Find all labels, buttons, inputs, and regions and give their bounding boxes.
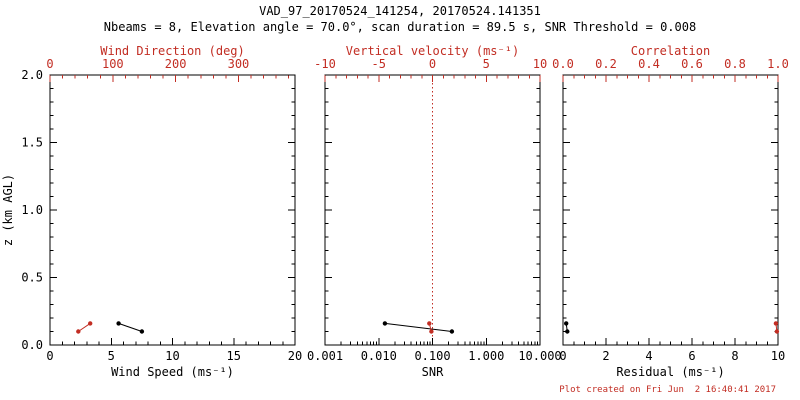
svg-text:0.0: 0.0 — [552, 57, 574, 71]
svg-text:0: 0 — [559, 349, 566, 363]
bottom-axis-snr: 0.001 0.010 0.100 1.000 10.000 SNR — [307, 338, 562, 379]
panel-snr: 0.001 0.010 0.100 1.000 10.000 SNR -10 -5 0 5 10 Ve… — [307, 44, 562, 379]
data-point — [774, 329, 780, 334]
svg-text:0.6: 0.6 — [681, 57, 703, 71]
svg-text:1.5: 1.5 — [21, 136, 43, 150]
plot-subtitle: Nbeams = 8, Elevation angle = 70.0°, sca… — [103, 20, 697, 34]
data-point — [139, 329, 145, 334]
svg-text:Residual (ms⁻¹): Residual (ms⁻¹) — [616, 365, 724, 379]
panel-residual: 0 2 4 6 8 10 Residual (ms⁻¹) 0.0 0.2 0.4 0.6 0.8 1.0… — [552, 44, 789, 379]
series-vertical-velocity — [427, 321, 434, 334]
series-wind-direction — [76, 321, 93, 334]
series-correlation — [773, 321, 780, 334]
svg-text:10.000: 10.000 — [518, 349, 561, 363]
y-axis-residual — [563, 74, 778, 346]
data-point — [429, 329, 434, 334]
svg-text:10: 10 — [165, 349, 179, 363]
svg-text:5: 5 — [108, 349, 115, 363]
svg-text:10: 10 — [771, 349, 785, 363]
svg-text:8: 8 — [731, 349, 738, 363]
svg-text:1.0: 1.0 — [767, 57, 789, 71]
svg-text:200: 200 — [165, 57, 187, 71]
top-axis-snr: -10 -5 0 5 10 Vertical velocity (ms⁻¹) — [314, 44, 547, 82]
svg-text:15: 15 — [227, 349, 241, 363]
svg-text:5: 5 — [483, 57, 490, 71]
svg-text:6: 6 — [688, 349, 695, 363]
svg-text:0.0: 0.0 — [21, 338, 43, 352]
svg-text:2.0: 2.0 — [21, 68, 43, 82]
svg-text:Correlation: Correlation — [631, 44, 710, 58]
panel-frame — [562, 74, 779, 346]
svg-text:4: 4 — [645, 349, 652, 363]
svg-text:20: 20 — [288, 349, 302, 363]
svg-text:1.0: 1.0 — [21, 203, 43, 217]
svg-text:100: 100 — [102, 57, 124, 71]
data-point — [88, 321, 93, 326]
svg-text:-5: -5 — [372, 57, 386, 71]
data-point — [449, 329, 455, 334]
svg-text:0.4: 0.4 — [638, 57, 660, 71]
plot-title: VAD_97_20170524_141254, 20170524.141351 — [259, 4, 541, 18]
panel-wind: 0 5 10 15 20 Wind Speed (ms⁻¹) 0 100 200 300Wind … — [21, 44, 302, 379]
svg-text:0.100: 0.100 — [414, 349, 450, 363]
y-axis-title: z (km AGL) — [1, 174, 15, 246]
svg-text:2: 2 — [602, 349, 609, 363]
svg-text:0.010: 0.010 — [361, 349, 397, 363]
data-point — [773, 321, 779, 326]
data-point — [382, 321, 388, 326]
svg-text:0: 0 — [46, 349, 53, 363]
y-axis-wind: 0.0 0.5 1.0 1.5 2.0 — [21, 68, 295, 352]
svg-text:0.5: 0.5 — [21, 271, 43, 285]
svg-text:0.8: 0.8 — [724, 57, 746, 71]
svg-text:Vertical velocity (ms⁻¹): Vertical velocity (ms⁻¹) — [346, 44, 519, 58]
data-point — [116, 321, 121, 326]
svg-text:Wind Speed (ms⁻¹): Wind Speed (ms⁻¹) — [111, 365, 234, 379]
svg-text:300: 300 — [228, 57, 250, 71]
svg-text:SNR: SNR — [422, 365, 444, 379]
panel-frame — [49, 74, 296, 346]
bottom-axis-wind: 0 5 10 15 20 Wind Speed (ms⁻¹) — [46, 338, 302, 379]
svg-text:0: 0 — [429, 57, 436, 71]
svg-text:-10: -10 — [314, 57, 336, 71]
svg-text:0.2: 0.2 — [595, 57, 617, 71]
svg-text:Wind Direction (deg): Wind Direction (deg) — [100, 44, 245, 58]
top-axis-residual: 0.0 0.2 0.4 0.6 0.8 1.0 Correlation — [552, 44, 789, 82]
y-axis-snr — [325, 74, 540, 346]
svg-text:0.001: 0.001 — [307, 349, 343, 363]
series-residual — [564, 321, 570, 334]
data-point — [565, 329, 570, 334]
bottom-axis-residual: 0 2 4 6 8 10 Residual (ms⁻¹) — [559, 338, 785, 379]
series-wind-speed — [116, 321, 145, 334]
svg-text:0: 0 — [46, 57, 53, 71]
data-point — [427, 321, 432, 326]
series-snr — [382, 321, 455, 334]
plot-created-note: Plot created on Fri Jun 2 16:40:41 2017 — [559, 385, 776, 395]
data-point — [564, 321, 569, 326]
svg-text:1.000: 1.000 — [468, 349, 504, 363]
data-point — [76, 329, 81, 334]
svg-text:10: 10 — [533, 57, 547, 71]
